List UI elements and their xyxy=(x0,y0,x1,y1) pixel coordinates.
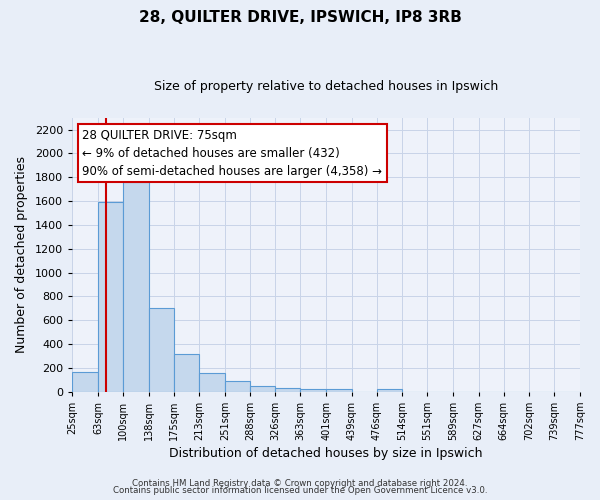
Bar xyxy=(326,389,352,392)
X-axis label: Distribution of detached houses by size in Ipswich: Distribution of detached houses by size … xyxy=(169,447,483,460)
Bar xyxy=(72,372,98,392)
Text: Contains HM Land Registry data © Crown copyright and database right 2024.: Contains HM Land Registry data © Crown c… xyxy=(132,478,468,488)
Text: Contains public sector information licensed under the Open Government Licence v3: Contains public sector information licen… xyxy=(113,486,487,495)
Bar xyxy=(225,382,250,392)
Y-axis label: Number of detached properties: Number of detached properties xyxy=(15,156,28,353)
Bar xyxy=(123,182,149,392)
Text: 28 QUILTER DRIVE: 75sqm
← 9% of detached houses are smaller (432)
90% of semi-de: 28 QUILTER DRIVE: 75sqm ← 9% of detached… xyxy=(82,128,382,178)
Bar xyxy=(275,388,301,392)
Bar xyxy=(250,386,275,392)
Title: Size of property relative to detached houses in Ipswich: Size of property relative to detached ho… xyxy=(154,80,498,93)
Bar xyxy=(149,308,173,392)
Bar xyxy=(301,389,326,392)
Bar xyxy=(199,373,225,392)
Bar xyxy=(173,354,199,392)
Bar xyxy=(377,389,403,392)
Bar xyxy=(98,202,123,392)
Text: 28, QUILTER DRIVE, IPSWICH, IP8 3RB: 28, QUILTER DRIVE, IPSWICH, IP8 3RB xyxy=(139,10,461,25)
